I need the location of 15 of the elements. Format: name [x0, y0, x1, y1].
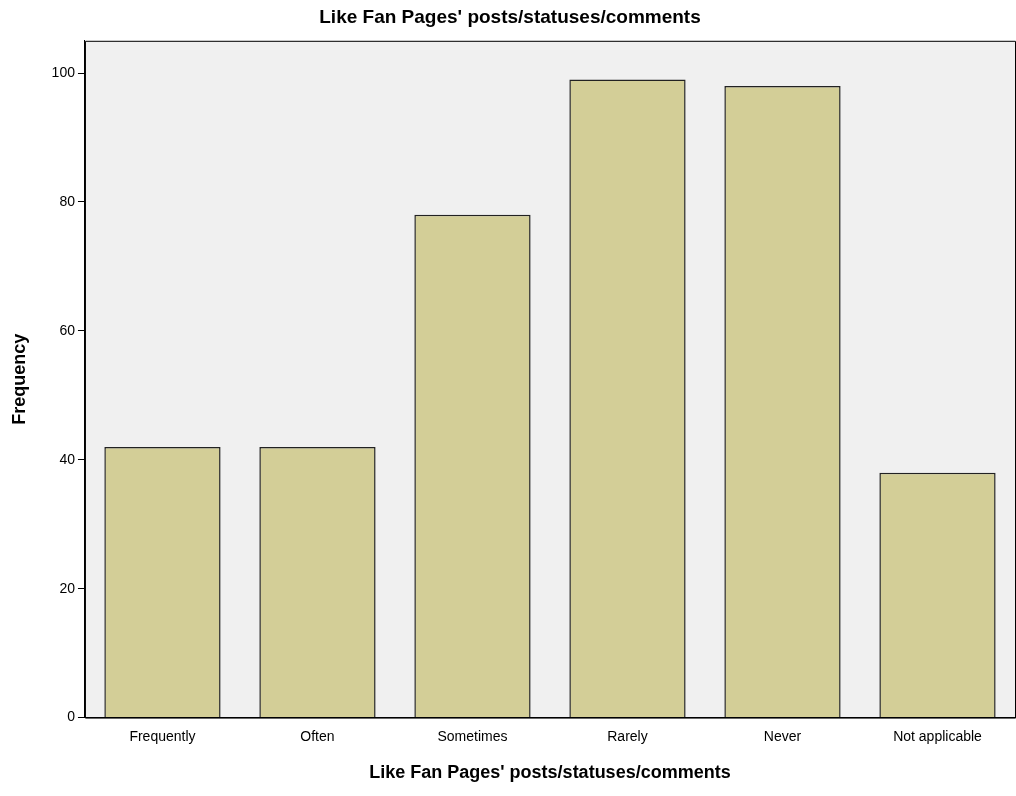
- y-tick-label: 40: [59, 450, 76, 467]
- x-tick-label: Not applicable: [893, 727, 983, 744]
- chart-title: Like Fan Pages' posts/statuses/comments: [319, 5, 701, 27]
- y-tick-label: 60: [59, 321, 76, 338]
- y-tick-label: 0: [67, 708, 76, 725]
- x-axis-title: Like Fan Pages' posts/statuses/comments: [369, 762, 731, 783]
- x-tick-label: Frequently: [129, 727, 196, 744]
- y-tick-label: 20: [59, 579, 76, 596]
- x-tick-label: Often: [300, 727, 335, 744]
- x-tick-label: Sometimes: [437, 727, 508, 744]
- x-tick-label: Rarely: [607, 727, 648, 744]
- y-tick-label: 100: [51, 63, 76, 80]
- y-tick-label: 80: [59, 192, 76, 209]
- x-tick-label: Never: [763, 727, 802, 744]
- y-axis-title: Frequency: [8, 333, 29, 425]
